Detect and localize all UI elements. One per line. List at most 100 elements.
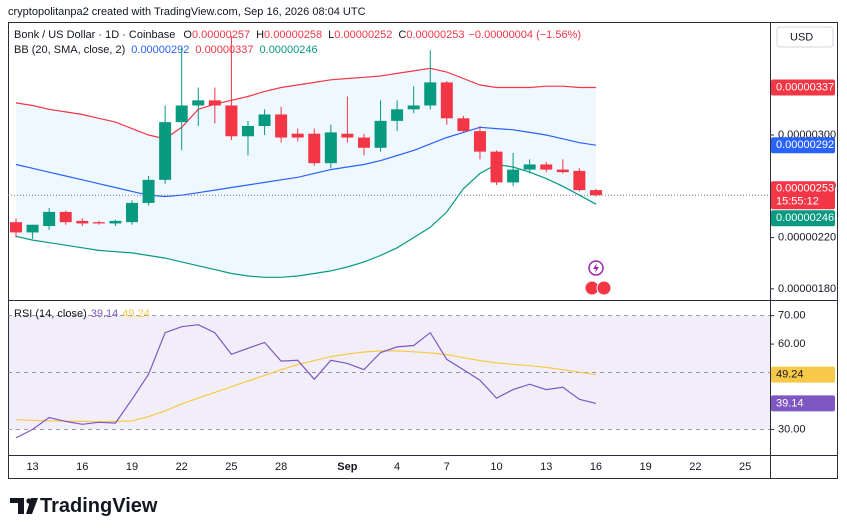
- candle-body: [324, 132, 337, 164]
- rsi-value: 49.24: [122, 308, 150, 320]
- price-badge-label: 0.00000292: [776, 139, 834, 151]
- candle-body: [76, 220, 89, 224]
- indicator-value: 0.00000292: [131, 44, 189, 56]
- candle-body: [291, 133, 304, 138]
- candle-body: [192, 100, 205, 106]
- candle-body: [225, 105, 238, 137]
- plot: Bonk / US Dollar · 1D · Coinbase O0.00000…: [8, 29, 836, 473]
- candle-body: [556, 169, 569, 173]
- candle-body: [357, 137, 370, 148]
- price-badge: [771, 210, 835, 227]
- event-icon-glyph: [593, 263, 599, 273]
- x-tick-label: 16: [590, 461, 602, 473]
- rsi-title: RSI (14, close): [14, 308, 87, 320]
- ohlc-value: 0.00000253: [406, 29, 464, 41]
- ohlc-value: 0.00000252: [334, 29, 392, 41]
- indicator-value: 0.00000246: [260, 44, 318, 56]
- indicator-value: 0.00000337: [195, 44, 253, 56]
- candle-body: [424, 82, 437, 106]
- x-tick-label: 22: [176, 461, 188, 473]
- logo-dot: [26, 498, 32, 504]
- price-badge-label: 39.14: [776, 397, 804, 409]
- x-tick-label: 7: [444, 461, 450, 473]
- price-badge: [771, 366, 835, 383]
- rsi-line: [15, 350, 597, 423]
- y-tick-label: 60.00: [778, 338, 806, 350]
- price-badge: [771, 137, 835, 154]
- event-icon[interactable]: [596, 280, 612, 296]
- candle-body: [175, 105, 188, 123]
- indicator-legend: BB (20, SMA, close, 2) 0.00000292 0.000003…: [14, 44, 318, 56]
- candle-body: [457, 118, 470, 132]
- watermark: cryptopolitanpa2 created with TradingVie…: [8, 6, 366, 18]
- price-badge-label: 15:55:12: [776, 196, 819, 208]
- candle-body: [473, 131, 486, 152]
- x-tick-label: 25: [739, 461, 751, 473]
- candle-body: [258, 114, 271, 126]
- currency[interactable]: USD: [790, 31, 813, 43]
- candle-body: [341, 133, 354, 138]
- candle-body: [391, 109, 404, 121]
- band-fill: [16, 68, 596, 278]
- candle-body: [507, 169, 520, 183]
- candle-body: [59, 211, 72, 223]
- x-tick-label: 16: [76, 461, 88, 473]
- logo-text: TradingView: [40, 495, 158, 517]
- candle-body: [573, 170, 586, 191]
- candle-body: [589, 190, 602, 196]
- x-tick-label: 22: [689, 461, 701, 473]
- candle-body: [490, 151, 503, 183]
- x-tick-label: 13: [540, 461, 552, 473]
- chart-title: Bonk / US Dollar · 1D · Coinbase: [14, 29, 175, 41]
- price-badge-label: 0.00000246: [776, 212, 834, 224]
- ohlc-value: 0.00000257: [192, 29, 250, 41]
- price-badge: [771, 79, 835, 96]
- indicator-line: [15, 67, 596, 140]
- candle-body: [92, 222, 105, 224]
- candle-body: [43, 211, 56, 227]
- y-tick-label: 70.00: [778, 310, 806, 322]
- candle-body: [159, 122, 172, 180]
- chart-legend: Bonk / US Dollar · 1D · Coinbase O0.00000…: [14, 29, 581, 41]
- x-tick-label: 19: [126, 461, 138, 473]
- ohlc-key: L: [328, 29, 334, 41]
- rsi-legend: RSI (14, close) 39.14 49.24: [14, 308, 150, 320]
- candle-body: [275, 114, 288, 138]
- y-tick-label: 30.00: [778, 423, 806, 435]
- ohlc-change: −0.00000004 (−1.56%): [469, 29, 582, 41]
- candle-body: [208, 100, 221, 106]
- x-tick-label: 4: [394, 461, 400, 473]
- candle-body: [10, 222, 22, 233]
- y-tick-label: 0.00000180: [778, 283, 836, 295]
- price-badge: [771, 181, 835, 210]
- ohlc-value: 0.00000258: [264, 29, 322, 41]
- ohlc-key: H: [256, 29, 264, 41]
- logo: TradingView: [10, 495, 158, 517]
- y-tick-label: 0.00000220: [778, 231, 836, 243]
- candle-body: [540, 164, 553, 170]
- candle-body: [241, 125, 254, 137]
- candle-body: [374, 120, 387, 148]
- currency-button[interactable]: [776, 26, 834, 48]
- price-badge-label: 0.00000253: [776, 183, 834, 195]
- candle-body: [26, 224, 39, 233]
- x-tick-label: 13: [26, 461, 38, 473]
- ohlc-key: C: [398, 29, 406, 41]
- x-tick-label: 19: [640, 461, 652, 473]
- price-badge-label: 0.00000337: [776, 81, 834, 93]
- price-badge-label: 49.24: [776, 369, 804, 381]
- candle-body: [308, 133, 321, 164]
- event-icons: [584, 260, 612, 296]
- candle-body: [142, 179, 155, 203]
- x-tick-label: 25: [225, 461, 237, 473]
- price-badge: [771, 395, 835, 412]
- candle-body: [109, 220, 122, 224]
- candle-body: [125, 202, 138, 223]
- candle-body: [523, 164, 536, 170]
- chart-frame: [8, 22, 838, 479]
- ohlc-key: O: [183, 29, 192, 41]
- candle-body: [440, 82, 453, 119]
- rsi-value: 39.14: [91, 308, 119, 320]
- x-tick-label: 28: [275, 461, 287, 473]
